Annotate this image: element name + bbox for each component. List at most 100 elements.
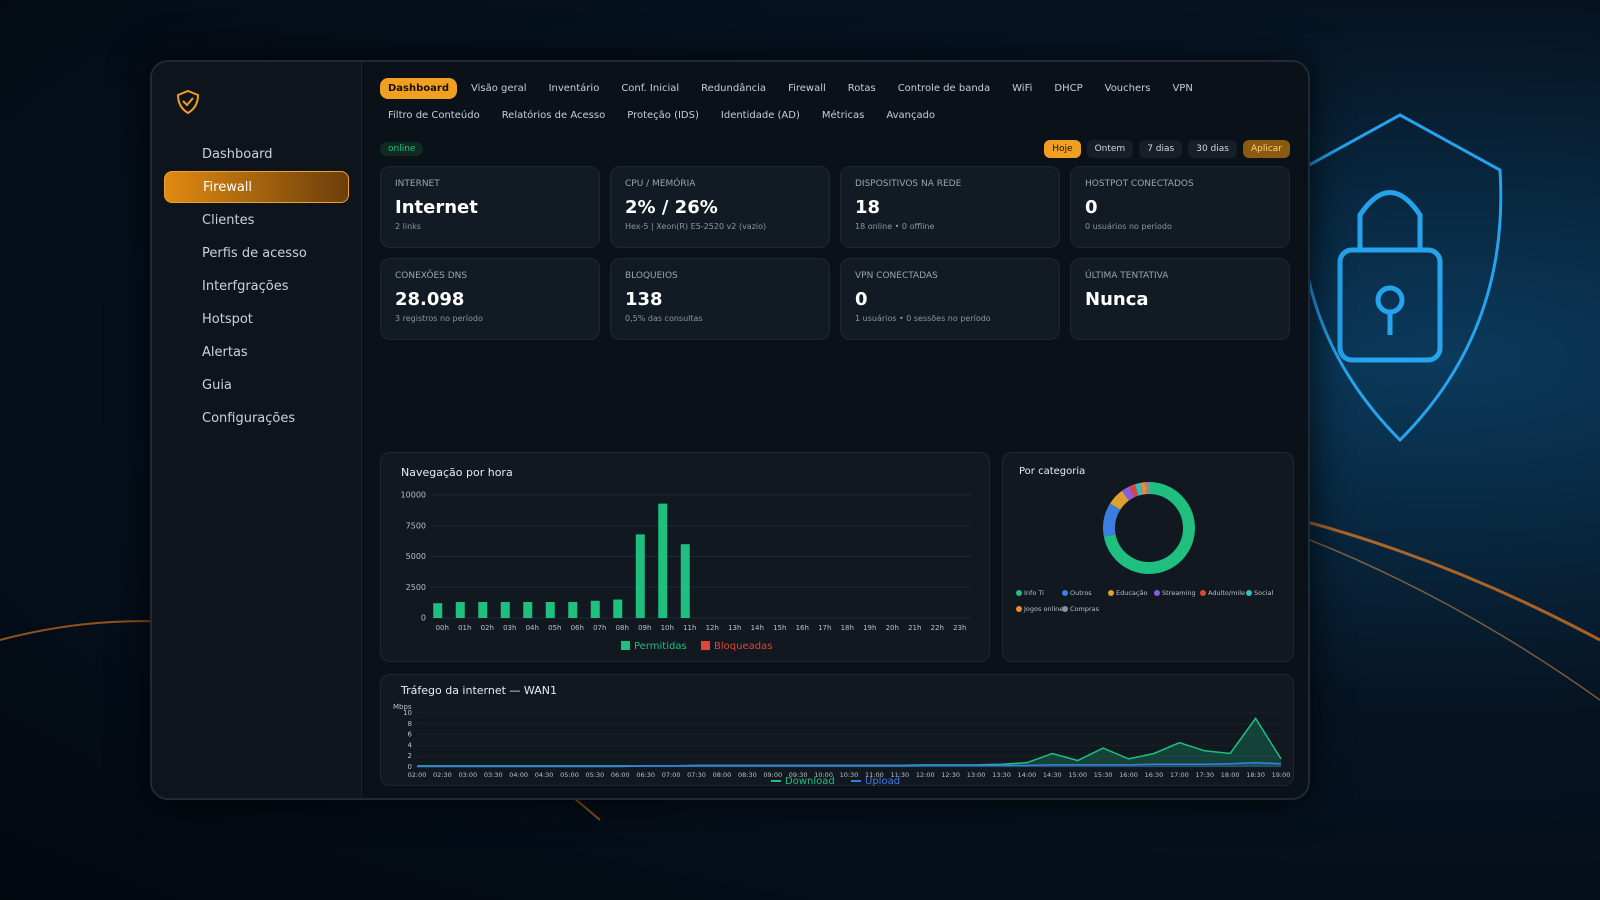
card-label: DISPOSITIVOS NA REDE (855, 179, 962, 189)
app-window: Dashboard Firewall Clientes Perfis de acess… (150, 60, 1310, 800)
x-tick-label: 22h (931, 624, 944, 632)
tab[interactable]: VPN (1172, 83, 1193, 94)
tab[interactable]: Rotas (847, 83, 876, 94)
x-tick-label: 18:00 (1221, 771, 1240, 779)
card-value: Internet (395, 197, 478, 218)
legend-label: Outros (1070, 589, 1092, 597)
status-bar: online Hoje Ontem 7 dias 30 dias Aplicar (380, 140, 1290, 158)
legend-swatch (1246, 590, 1252, 596)
tab-row: Dashboard Visão geral Inventário Conf. Inic… (380, 78, 1290, 99)
filters: Hoje Ontem 7 dias 30 dias Aplicar (1044, 140, 1290, 158)
x-tick-label: 08:30 (738, 771, 757, 779)
x-tick-label: 18:30 (1246, 771, 1265, 779)
nav-item[interactable]: Interfgrações (202, 278, 289, 294)
legend-label: Compras (1070, 605, 1100, 613)
tab[interactable]: Filtro de Conteúdo (388, 110, 480, 121)
x-tick-label: 06:30 (636, 771, 655, 779)
tab[interactable]: Inventário (548, 83, 600, 94)
x-tick-label: 14h (751, 624, 764, 632)
y-tick-label: 10 (403, 709, 412, 717)
nav-item[interactable]: Hotspot (202, 311, 253, 327)
x-tick-label: 12:30 (941, 771, 960, 779)
x-tick-label: 09:00 (763, 771, 782, 779)
tab[interactable]: Visão geral (471, 83, 527, 94)
panel: Navegação por hora 0 2500 5000 7500 10000 00h 0… (380, 452, 990, 662)
legend-swatch (1200, 590, 1206, 596)
legend-label: Adulto/mile (1208, 589, 1245, 597)
nav-item[interactable]: Clientes (202, 212, 255, 228)
nav-item[interactable]: Alertas (202, 344, 248, 360)
card-value: 2% / 26% (625, 197, 718, 218)
legend-label: Streaming (1162, 589, 1196, 597)
x-tick-label: 13:30 (992, 771, 1011, 779)
x-tick-label: 11:00 (865, 771, 884, 779)
x-tick-label: 01h (458, 624, 471, 632)
tab[interactable]: Firewall (788, 83, 826, 94)
legend-label: Jogos online (1023, 605, 1063, 613)
legend-swatch (1016, 606, 1022, 612)
stat-card: ÚLTIMA TENTATIVA Nunca (1070, 258, 1290, 340)
legend-swatch (1154, 590, 1160, 596)
chart-title: Navegação por hora (401, 466, 513, 479)
stat-card: VPN CONECTADAS 0 1 usuários • 0 sessões no… (840, 258, 1060, 340)
tab[interactable]: Avançado (886, 110, 936, 121)
line (417, 761, 1282, 768)
tab[interactable]: Vouchers (1104, 83, 1151, 94)
stat-card: BLOQUEIOS 138 0,5% das consultas (610, 258, 830, 340)
stat-card: CONEXÕES DNS 28.098 3 registros no período (380, 258, 600, 340)
x-tick-label: 13h (728, 624, 741, 632)
x-tick-label: 06:00 (611, 771, 630, 779)
filter-button[interactable]: Hoje (1044, 140, 1081, 158)
nav-item[interactable]: Configurações (202, 410, 296, 426)
donut-segment (1121, 486, 1135, 501)
card-sub: 18 online • 0 offline (855, 222, 935, 231)
tab[interactable]: WiFi (1012, 83, 1033, 94)
tab[interactable]: Métricas (821, 110, 865, 121)
y-tick-label: 10000 (401, 491, 426, 500)
stat-card: CPU / MEMÓRIA 2% / 26% Hex-5 | Xeon(R) E5-… (610, 166, 830, 248)
tab[interactable]: Dashboard (380, 78, 457, 99)
x-tick-label: 09:30 (789, 771, 808, 779)
legend-swatch (1108, 590, 1114, 596)
cards: INTERNET Internet 2 links CPU / MEMÓRIA 2% /… (380, 166, 1290, 340)
x-tick-label: 17:00 (1170, 771, 1189, 779)
x-tick-label: 14:30 (1043, 771, 1062, 779)
x-tick-label: 02h (481, 624, 494, 632)
card-sub: 1 usuários • 0 sessões no período (855, 314, 991, 323)
x-tick-label: 16:00 (1119, 771, 1138, 779)
x-tick-label: 17:30 (1195, 771, 1214, 779)
nav-item[interactable]: Perfis de acesso (202, 245, 307, 261)
nav-item[interactable]: Firewall (164, 171, 349, 203)
tab[interactable]: Relatórios de Acesso (501, 110, 606, 121)
nav-item[interactable]: Dashboard (202, 146, 273, 162)
filter-button[interactable]: Aplicar (1242, 140, 1290, 158)
filter-button[interactable]: Ontem (1086, 140, 1134, 158)
card-sub: 0 usuários no período (1085, 222, 1172, 231)
tab[interactable]: Conf. Inicial (621, 83, 680, 94)
tab[interactable]: Redundância (701, 83, 767, 94)
x-tick-label: 10:30 (840, 771, 859, 779)
y-tick-label: 0 (408, 763, 412, 771)
legend-label: Bloqueadas (714, 641, 772, 652)
legend-label: Permitidas (634, 641, 687, 652)
y-tick-label: 0 (421, 614, 426, 623)
x-tick-label: 19h (863, 624, 876, 632)
filter-button[interactable]: 30 dias (1188, 140, 1237, 158)
card-sub: 0,5% das consultas (625, 314, 703, 323)
panel: Por categoria Info Ti Outros Educação Stream… (1002, 452, 1294, 662)
tab[interactable]: Proteção (IDS) (627, 110, 699, 121)
card-sub: 3 registros no período (395, 314, 483, 323)
y-tick-label: 5000 (406, 552, 426, 561)
bar (478, 602, 488, 618)
tab[interactable]: Controle de banda (897, 83, 991, 94)
bar (545, 602, 555, 618)
area (417, 718, 1281, 767)
tab[interactable]: DHCP (1054, 83, 1083, 94)
panel: Tráfego da internet — WAN1 Mbps 0 2 4 6 8 10 02:… (380, 674, 1294, 787)
tab[interactable]: Identidade (AD) (720, 110, 800, 121)
card-label: VPN CONECTADAS (855, 271, 938, 281)
nav-item[interactable]: Guia (202, 377, 232, 393)
card-value: Nunca (1085, 289, 1149, 310)
filter-button[interactable]: 7 dias (1139, 140, 1183, 158)
